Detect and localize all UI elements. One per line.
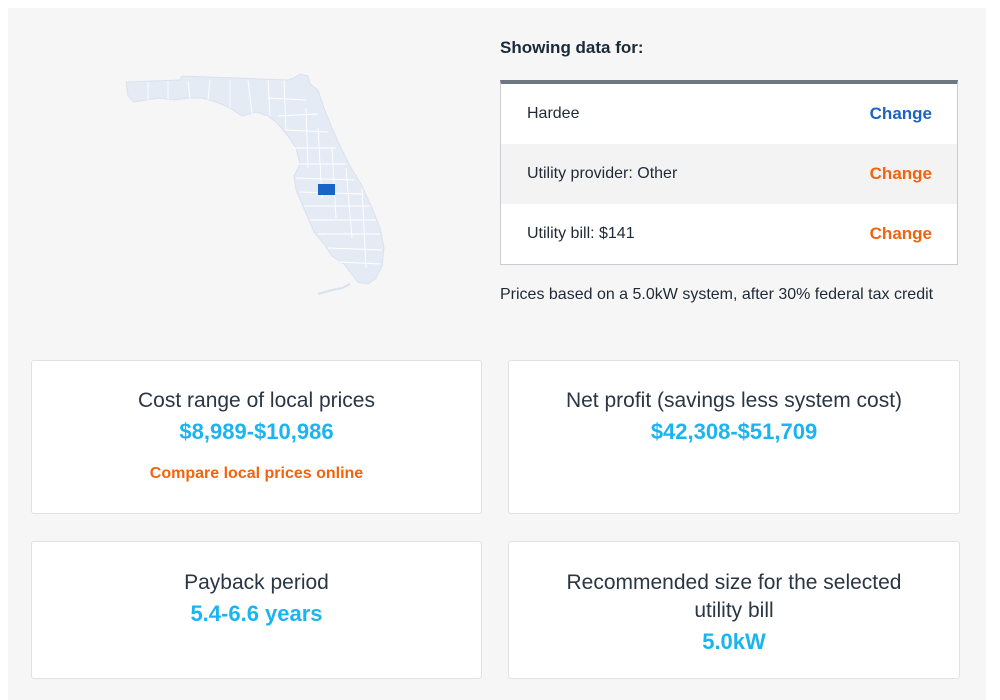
cost-range-card: Cost range of local prices $8,989-$10,98… [31,360,482,514]
net-profit-value: $42,308-$51,709 [650,419,818,444]
utility-provider-value: Utility provider: Other [527,165,678,182]
utility-provider-row: Utility provider: Other Change [501,144,957,204]
florida-state-shape [125,73,385,285]
cost-range-label: Cost range of local prices [138,389,375,412]
pricing-note: Prices based on a 5.0kW system, after 30… [500,286,934,303]
payback-period-label: Payback period [184,571,329,594]
utility-bill-value: Utility bill: $141 [527,225,635,242]
location-value: Hardee [527,105,580,122]
florida-county-map[interactable] [118,68,408,308]
utility-bill-row: Utility bill: $141 Change [501,204,957,264]
recommended-size-card: Recommended size for the selected utilit… [508,541,960,679]
page-container: Showing data for: Hardee Change Utility … [8,8,986,700]
change-utility-provider-link[interactable]: Change [869,164,932,183]
change-location-link[interactable]: Change [869,104,932,123]
showing-data-title: Showing data for: [500,38,644,57]
payback-period-card: Payback period 5.4-6.6 years [31,541,482,679]
payback-period-value: 5.4-6.6 years [190,601,323,626]
cost-range-value: $8,989-$10,986 [179,419,334,444]
recommended-size-value: 5.0kW [702,629,766,654]
highlighted-county-hardee[interactable] [318,184,335,195]
location-row: Hardee Change [501,84,957,144]
showing-data-table: Hardee Change Utility provider: Other Ch… [500,80,958,265]
recommended-size-label: Recommended size for the selected utilit… [566,571,902,622]
net-profit-card: Net profit (savings less system cost) $4… [508,360,960,514]
florida-map-svg [125,73,385,295]
florida-keys-shape [317,283,351,295]
change-utility-bill-link[interactable]: Change [869,224,932,243]
compare-local-prices-link[interactable]: Compare local prices online [149,465,364,482]
net-profit-label: Net profit (savings less system cost) [565,389,903,412]
